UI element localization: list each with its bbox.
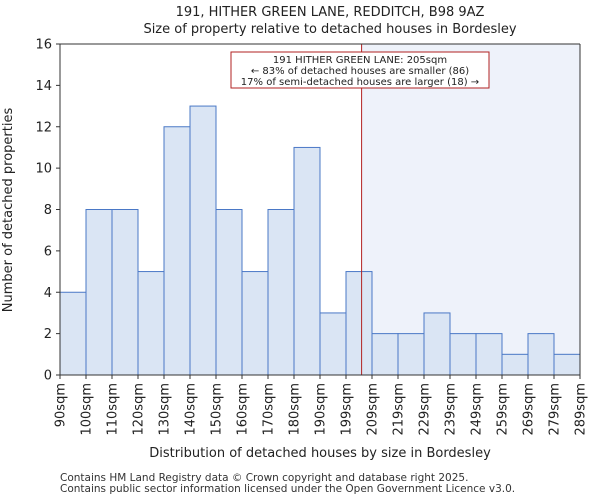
y-tick-label: 12 — [35, 120, 52, 135]
y-tick-label: 16 — [35, 38, 52, 53]
x-tick-label: 289sqm — [574, 383, 589, 436]
x-tick-label: 229sqm — [418, 383, 433, 436]
x-tick-label: 120sqm — [132, 383, 147, 436]
bar — [59, 291, 87, 376]
x-tick-label: 279sqm — [548, 383, 563, 436]
y-tick-label: 0 — [44, 369, 52, 384]
footer-line-2: Contains public sector information licen… — [60, 483, 516, 495]
plot-area: 0 2 4 6 8 10 12 14 16 90sqm 100sqm 110sqm 120sqm 130s… — [35, 38, 588, 436]
x-tick-label: 100sqm — [80, 383, 95, 436]
annotation-larger: 17% of semi-detached houses are larger (… — [241, 77, 479, 88]
y-tick-label: 2 — [44, 327, 52, 342]
bar — [137, 271, 165, 376]
bar — [215, 209, 243, 376]
x-tick-label: 269sqm — [522, 383, 537, 436]
y-tick-label: 8 — [44, 203, 52, 218]
bar — [267, 209, 295, 376]
bar — [163, 126, 191, 376]
annotation-smaller: ← 83% of detached houses are smaller (86… — [251, 66, 469, 77]
bar — [449, 333, 477, 376]
bar — [189, 105, 217, 376]
bar — [345, 271, 373, 376]
bar — [553, 353, 581, 376]
x-tick-label: 190sqm — [314, 383, 329, 436]
annotation-title: 191 HITHER GREEN LANE: 205sqm — [273, 55, 447, 66]
bar — [475, 333, 503, 376]
chart-title: 191, HITHER GREEN LANE, REDDITCH, B98 9A… — [176, 5, 485, 20]
footer-line-1: Contains HM Land Registry data © Crown c… — [60, 472, 469, 484]
bar — [111, 209, 139, 376]
x-tick-label: 160sqm — [236, 383, 251, 436]
bar — [293, 146, 321, 376]
x-tick-label: 219sqm — [392, 383, 407, 436]
x-tick-label: 140sqm — [184, 383, 199, 436]
x-tick-label: 180sqm — [288, 383, 303, 436]
y-tick-label: 6 — [44, 244, 52, 259]
x-tick-label: 209sqm — [366, 383, 381, 436]
x-tick-label: 130sqm — [158, 383, 173, 436]
x-tick-label: 239sqm — [444, 383, 459, 436]
y-axis-label: Number of detached properties — [1, 108, 16, 313]
x-tick-label: 110sqm — [106, 383, 121, 436]
chart-subtitle: Size of property relative to detached ho… — [143, 22, 516, 37]
x-tick-label: 90sqm — [54, 383, 69, 427]
bar — [319, 312, 347, 376]
larger-region-shade — [361, 44, 580, 375]
bar — [397, 333, 425, 376]
x-tick-label: 259sqm — [496, 383, 511, 436]
bar — [501, 353, 529, 376]
bar — [241, 271, 269, 376]
bar — [527, 333, 555, 376]
annotation-box — [230, 51, 490, 89]
x-tick-label: 150sqm — [210, 383, 225, 436]
bar — [371, 333, 399, 376]
bar — [423, 312, 451, 376]
x-axis-label: Distribution of detached houses by size … — [149, 446, 491, 461]
x-tick-label: 249sqm — [470, 383, 485, 436]
bar — [85, 209, 113, 376]
y-tick-label: 4 — [44, 286, 52, 301]
y-tick-label: 14 — [35, 79, 52, 94]
x-tick-label: 199sqm — [340, 383, 355, 436]
y-tick-label: 10 — [35, 162, 52, 177]
x-tick-label: 170sqm — [262, 383, 277, 436]
